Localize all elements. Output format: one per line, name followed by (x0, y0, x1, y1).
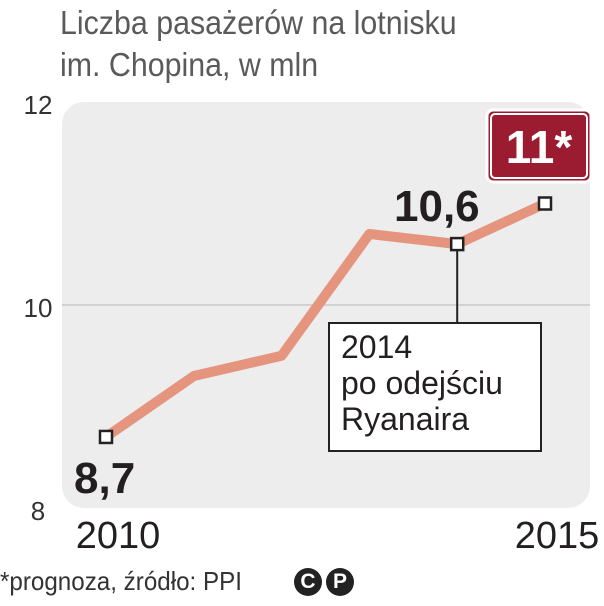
point-marker (98, 429, 114, 445)
y-axis-ticks: 8 10 12 (24, 90, 53, 526)
highlight-badge (485, 108, 593, 184)
data-label: 11* (506, 121, 573, 173)
annotation-text-line: Ryanaira (341, 401, 469, 437)
annotation-text-line: 2014 (341, 329, 412, 365)
point-marker (449, 236, 465, 252)
x-tick-label: 2015 (515, 515, 600, 557)
y-tick-label: 10 (24, 293, 53, 323)
annotation-box (328, 322, 542, 452)
public-domain-icon: P (326, 568, 354, 596)
x-tick-label: 2010 (76, 515, 161, 557)
source-note: *prognoza, źródło: PPI (0, 566, 242, 596)
highlight-badge-border (490, 113, 588, 179)
data-label: 10,6 (394, 182, 480, 231)
chart-title-line-1: Liczba pasażerów na lotnisku (60, 4, 457, 41)
point-marker (537, 196, 553, 211)
chart-title-line-2: im. Chopina, w mln (60, 46, 319, 83)
y-tick-label: 12 (24, 90, 53, 120)
creative-commons-icon: C (294, 568, 322, 596)
x-axis-ticks: 2010 2015 (76, 515, 600, 557)
chart-title: Liczba pasażerów na lotnisku im. Chopina… (60, 2, 457, 86)
point-markers (98, 196, 553, 445)
series-line (101, 198, 550, 442)
data-labels: 8,7 10,6 11* (74, 108, 593, 503)
y-tick-label: 8 (31, 496, 45, 526)
data-label: 8,7 (74, 454, 135, 503)
annotation-text-line: po odejściu (341, 365, 503, 401)
